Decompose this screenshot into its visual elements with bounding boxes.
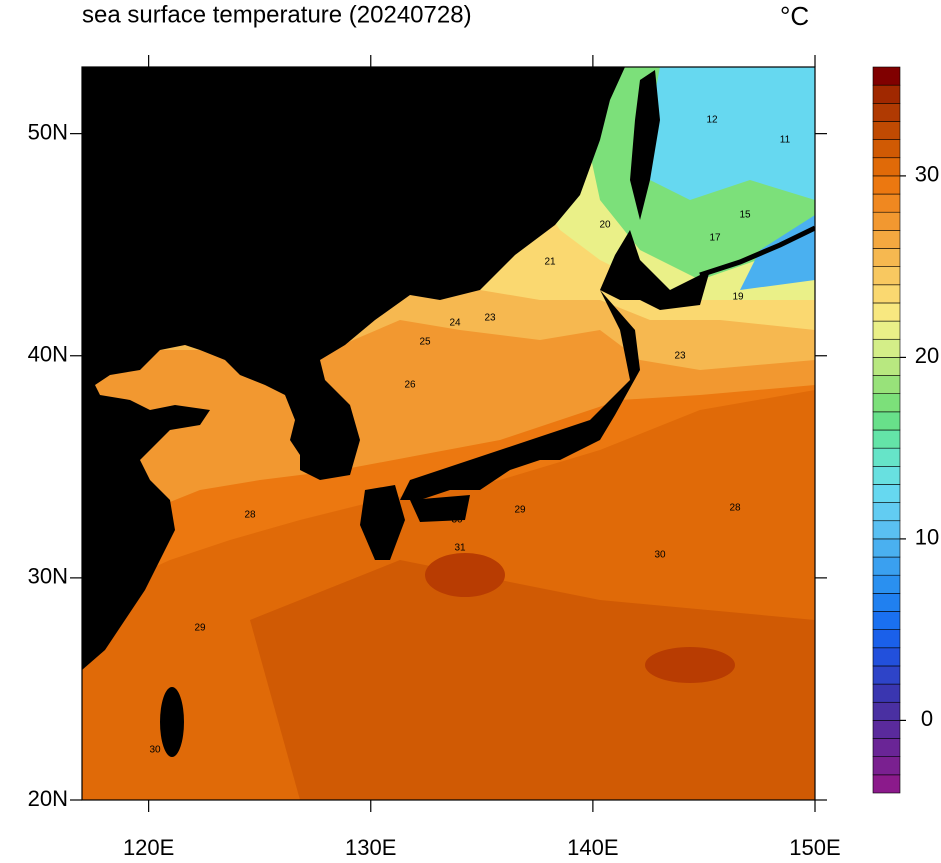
shikoku [410, 495, 470, 522]
contour-label: 30 [451, 515, 463, 526]
colorbar-tick-label: 20 [915, 343, 939, 368]
colorbar-box [872, 66, 901, 86]
map-field [82, 67, 815, 800]
x-tick-label: 140E [567, 835, 618, 858]
colorbar-box [872, 756, 901, 776]
colorbar-box [872, 248, 901, 267]
contour-label: 24 [449, 318, 461, 329]
colorbar-box [872, 629, 901, 649]
colorbar-box [872, 375, 901, 394]
colorbar-tick-label: 30 [915, 162, 939, 187]
colorbar-box [872, 357, 901, 376]
contour-label: 12 [706, 115, 718, 126]
y-tick-label: 30N [28, 564, 68, 589]
colorbar-box [872, 574, 901, 594]
colorbar-box [872, 502, 901, 522]
colorbar-box [872, 520, 901, 540]
colorbar-box [872, 121, 901, 140]
colorbar-box [872, 230, 901, 249]
x-tick-label: 150E [789, 835, 840, 858]
colorbar-box [872, 701, 901, 721]
colorbar-box [872, 103, 901, 122]
kuril-islands [699, 225, 815, 278]
sakhalin [630, 70, 660, 220]
contour-label: 30 [654, 550, 666, 561]
contour-label: 21 [544, 257, 556, 268]
contour-label: 29 [514, 505, 526, 516]
contour-label: 19 [732, 292, 744, 303]
colorbar-box [872, 320, 901, 340]
colorbar-box [872, 193, 901, 213]
sst-zone [425, 553, 505, 597]
contour-label: 26 [404, 380, 416, 391]
contour-label: 30 [149, 745, 161, 756]
map-title: sea surface temperature (20240728) [82, 1, 472, 28]
contour-label: 29 [194, 623, 206, 634]
contour-label: 23 [674, 351, 686, 362]
colorbar-box [872, 175, 901, 195]
hokkaido [600, 230, 710, 310]
contour-label: 31 [454, 543, 466, 554]
sst-zone [740, 215, 815, 290]
sst-zone [650, 67, 815, 200]
contour-label: 23 [484, 313, 496, 324]
colorbar-box [872, 538, 901, 558]
kyushu [360, 485, 405, 560]
contour-label: 11 [780, 135, 791, 146]
colorbar-box [872, 683, 901, 703]
contour-label: 28 [729, 503, 741, 514]
colorbar-box [872, 593, 901, 612]
colorbar-box [872, 139, 901, 159]
colorbar-box [872, 266, 901, 286]
colorbar-box [872, 738, 901, 757]
colorbar-box [872, 429, 901, 449]
colorbar-box [872, 447, 901, 467]
colorbar-box [872, 84, 901, 104]
plot-frame [81, 66, 816, 801]
colorbar-box [872, 665, 901, 685]
y-tick-label: 50N [28, 119, 68, 144]
contour-label: 25 [419, 337, 431, 348]
contour-label: 17 [709, 233, 721, 244]
y-tick-label: 40N [28, 342, 68, 367]
colorbar-tick-label: 0 [921, 706, 933, 731]
colorbar-box [872, 157, 901, 177]
colorbar-box [872, 611, 901, 630]
colorbar-box [872, 647, 901, 667]
colorbar-box [872, 338, 901, 358]
colorbar-box [872, 774, 901, 794]
contour-label: 15 [739, 210, 751, 221]
colorbar-box [872, 484, 901, 503]
colorbar-box [872, 393, 901, 413]
sst-zone [645, 647, 735, 683]
colorbar-box [872, 556, 901, 576]
honshu [400, 290, 640, 500]
colorbar-box [872, 284, 901, 304]
unit-label: °C [780, 1, 809, 31]
colorbar-box [872, 720, 901, 739]
y-tick-label: 20N [28, 786, 68, 811]
x-tick-label: 130E [345, 835, 396, 858]
contour-label: 28 [244, 510, 256, 521]
colorbar-tick-label: 10 [915, 525, 939, 550]
colorbar-box [872, 211, 901, 231]
land [82, 67, 815, 757]
colorbar-box [872, 302, 901, 322]
colorbar-box [872, 411, 901, 431]
colorbar-box [872, 465, 901, 485]
x-tick-label: 120E [123, 835, 174, 858]
contour-label: 20 [599, 220, 611, 231]
mainland [82, 67, 625, 670]
taiwan [160, 687, 184, 757]
sst-zone [250, 560, 815, 800]
